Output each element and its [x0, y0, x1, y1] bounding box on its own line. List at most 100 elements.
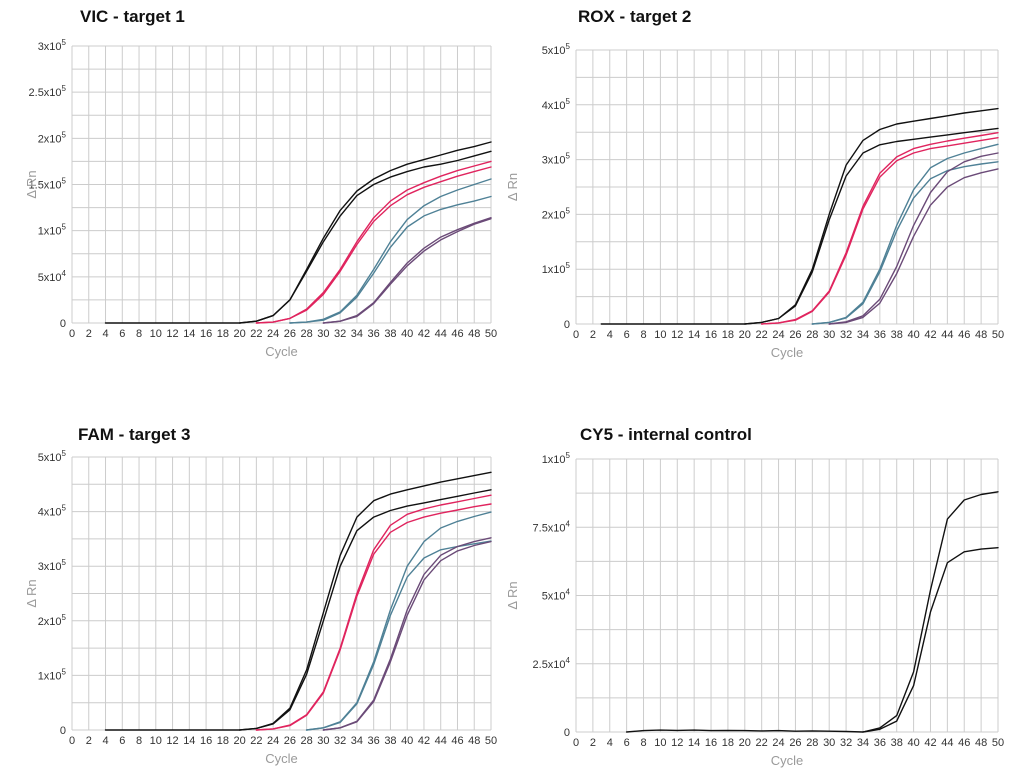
- x-tick-label: 38: [384, 735, 396, 747]
- y-tick-label: 5x104: [38, 269, 67, 284]
- x-tick-label: 6: [624, 737, 630, 749]
- y-tick-label: 5x105: [542, 42, 571, 57]
- x-tick-label: 34: [857, 737, 869, 749]
- x-tick-label: 40: [401, 328, 413, 340]
- x-tick-label: 12: [166, 735, 178, 747]
- x-tick-label: 38: [891, 737, 903, 749]
- x-tick-label: 34: [351, 735, 363, 747]
- x-tick-label: 30: [317, 328, 329, 340]
- x-tick-label: 6: [119, 328, 125, 340]
- x-tick-label: 50: [485, 735, 497, 747]
- x-tick-label: 50: [485, 328, 497, 340]
- x-tick-label: 6: [119, 735, 125, 747]
- y-tick-label: 4x105: [38, 504, 67, 519]
- x-tick-label: 36: [874, 737, 886, 749]
- x-tick-label: 28: [806, 329, 818, 341]
- x-tick-label: 14: [183, 735, 195, 747]
- x-tick-label: 32: [840, 737, 852, 749]
- x-tick-label: 24: [772, 329, 784, 341]
- x-tick-label: 4: [102, 735, 108, 747]
- y-tick-label: 1x105: [38, 667, 67, 682]
- series-line-4: [761, 137, 999, 325]
- x-tick-label: 34: [351, 328, 363, 340]
- x-tick-label: 12: [671, 329, 683, 341]
- x-tick-label: 18: [217, 735, 229, 747]
- x-tick-label: 22: [756, 737, 768, 749]
- x-tick-label: 26: [789, 329, 801, 341]
- x-tick-label: 18: [722, 737, 734, 749]
- x-tick-label: 10: [150, 735, 162, 747]
- x-tick-label: 32: [334, 328, 346, 340]
- y-tick-label: 2x105: [542, 206, 571, 221]
- series-line-5: [289, 178, 492, 324]
- x-axis-label: Cycle: [265, 344, 298, 359]
- x-tick-label: 42: [924, 329, 936, 341]
- x-tick-label: 38: [891, 329, 903, 341]
- y-axis-label: Δ Rn: [505, 581, 520, 609]
- x-tick-label: 10: [654, 737, 666, 749]
- chart-title: CY5 - internal control: [580, 425, 752, 444]
- x-tick-label: 10: [654, 329, 666, 341]
- x-tick-label: 0: [69, 328, 75, 340]
- x-tick-label: 4: [607, 329, 613, 341]
- y-tick-label: 5x105: [38, 449, 67, 464]
- y-axis-label: Δ Rn: [505, 173, 520, 201]
- series-line-2: [862, 547, 999, 733]
- x-tick-label: 28: [301, 328, 313, 340]
- x-tick-label: 36: [368, 735, 380, 747]
- x-tick-label: 32: [334, 735, 346, 747]
- x-tick-label: 44: [435, 328, 447, 340]
- x-tick-label: 8: [136, 328, 142, 340]
- x-tick-label: 46: [958, 737, 970, 749]
- y-tick-label: 1x105: [38, 223, 67, 238]
- x-tick-label: 22: [250, 735, 262, 747]
- x-tick-label: 2: [590, 737, 596, 749]
- x-tick-label: 48: [468, 735, 480, 747]
- x-tick-label: 48: [975, 737, 987, 749]
- x-tick-label: 30: [317, 735, 329, 747]
- series-line-7: [828, 152, 999, 325]
- x-tick-label: 16: [200, 735, 212, 747]
- x-tick-label: 8: [136, 735, 142, 747]
- x-tick-label: 6: [624, 329, 630, 341]
- y-tick-label: 2.5x104: [533, 656, 571, 671]
- x-tick-label: 46: [451, 735, 463, 747]
- x-tick-label: 12: [671, 737, 683, 749]
- y-tick-label: 0: [60, 318, 66, 330]
- x-tick-label: 8: [640, 737, 646, 749]
- x-tick-label: 34: [857, 329, 869, 341]
- y-tick-label: 3x105: [542, 152, 571, 167]
- x-tick-label: 2: [590, 329, 596, 341]
- x-tick-label: 44: [435, 735, 447, 747]
- series-line-1: [625, 491, 999, 733]
- series-line-1: [600, 107, 999, 325]
- x-tick-label: 4: [102, 328, 108, 340]
- x-tick-label: 24: [267, 735, 279, 747]
- x-tick-label: 38: [384, 328, 396, 340]
- x-tick-label: 26: [284, 328, 296, 340]
- series-line-8: [322, 218, 492, 324]
- x-tick-label: 18: [217, 328, 229, 340]
- y-tick-label: 0: [564, 727, 570, 739]
- y-tick-label: 1x105: [542, 261, 571, 276]
- y-tick-label: 0: [564, 319, 570, 331]
- series-line-2: [238, 489, 492, 731]
- x-tick-label: 20: [739, 737, 751, 749]
- x-tick-label: 48: [468, 328, 480, 340]
- chart-panel-3: FAM - target 30 2 4 6 8 10 12 14 16 18 20 22 24 26 28 3…: [24, 425, 497, 766]
- series-line-1: [104, 141, 492, 324]
- y-tick-label: 3x105: [38, 38, 67, 53]
- y-tick-label: 1x105: [542, 451, 571, 466]
- x-tick-label: 12: [166, 328, 178, 340]
- x-tick-label: 50: [992, 737, 1004, 749]
- x-tick-label: 14: [183, 328, 195, 340]
- x-tick-label: 40: [401, 735, 413, 747]
- x-tick-label: 2: [86, 735, 92, 747]
- x-tick-label: 50: [992, 329, 1004, 341]
- x-tick-label: 42: [418, 735, 430, 747]
- x-tick-label: 36: [368, 328, 380, 340]
- y-tick-label: 1.5x105: [29, 177, 67, 192]
- series-line-2: [744, 127, 999, 325]
